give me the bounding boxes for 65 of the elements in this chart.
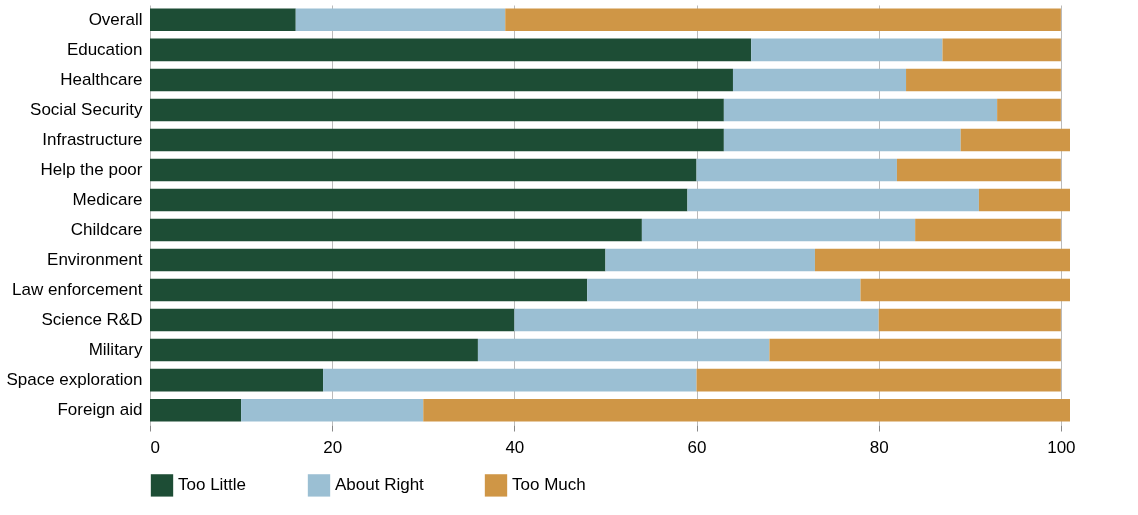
y-tick-label: Environment (47, 250, 143, 270)
bar (723, 98, 998, 122)
x-tick-label: 20 (323, 437, 343, 457)
bar (732, 68, 907, 92)
bar (769, 338, 1061, 362)
bar (696, 158, 897, 182)
bar (150, 248, 606, 272)
bar (723, 128, 961, 152)
bar (150, 68, 733, 92)
x-tick-label: 60 (687, 437, 707, 457)
bar (960, 128, 1070, 152)
bar (150, 278, 588, 302)
bar (906, 68, 1061, 92)
bar (150, 188, 688, 212)
bar (150, 218, 642, 242)
y-tick-label: Medicare (72, 189, 143, 209)
bar (150, 158, 697, 182)
bar (150, 308, 515, 332)
bar (942, 38, 1061, 62)
bar (150, 338, 478, 362)
bar (295, 8, 506, 32)
bar (978, 188, 1070, 212)
bar (915, 218, 1061, 242)
bar (150, 128, 724, 152)
legend-label: Too Little (178, 475, 247, 495)
bar (860, 278, 1070, 302)
y-tick-label: Military (88, 340, 143, 360)
bar (150, 398, 242, 422)
bar (150, 98, 724, 122)
bar (423, 398, 1070, 422)
y-tick-label: Social Security (30, 99, 143, 119)
y-tick-label: Foreign aid (57, 400, 143, 420)
bar (641, 218, 916, 242)
x-tick-label: 80 (869, 437, 889, 457)
y-tick-label: Science R&D (41, 310, 143, 330)
bar (505, 8, 1061, 32)
y-tick-label: Overall (88, 9, 143, 29)
x-tick-label: 0 (150, 437, 160, 457)
bar (323, 368, 697, 392)
bar (150, 8, 296, 32)
bar (150, 38, 752, 62)
y-tick-label: Space exploration (6, 370, 143, 390)
legend-label: Too Much (512, 475, 586, 495)
bar (751, 38, 943, 62)
bar (997, 98, 1061, 122)
x-tick-label: 40 (505, 437, 525, 457)
bar (587, 278, 861, 302)
bar (150, 368, 324, 392)
bar (878, 308, 1061, 332)
bar (514, 308, 879, 332)
legend-label: About Right (335, 475, 425, 495)
y-tick-label: Law enforcement (12, 280, 143, 300)
bar (687, 188, 979, 212)
bar (696, 368, 1061, 392)
y-tick-label: Help the poor (40, 159, 143, 179)
bar (814, 248, 1070, 272)
y-tick-label: Healthcare (60, 69, 143, 89)
y-tick-label: Education (66, 39, 143, 59)
bar (896, 158, 1061, 182)
x-tick-label: 100 (1047, 437, 1076, 457)
y-tick-label: Infrastructure (42, 129, 143, 149)
bar (605, 248, 815, 272)
bar (241, 398, 424, 422)
bar (477, 338, 770, 362)
y-tick-label: Childcare (70, 220, 143, 240)
